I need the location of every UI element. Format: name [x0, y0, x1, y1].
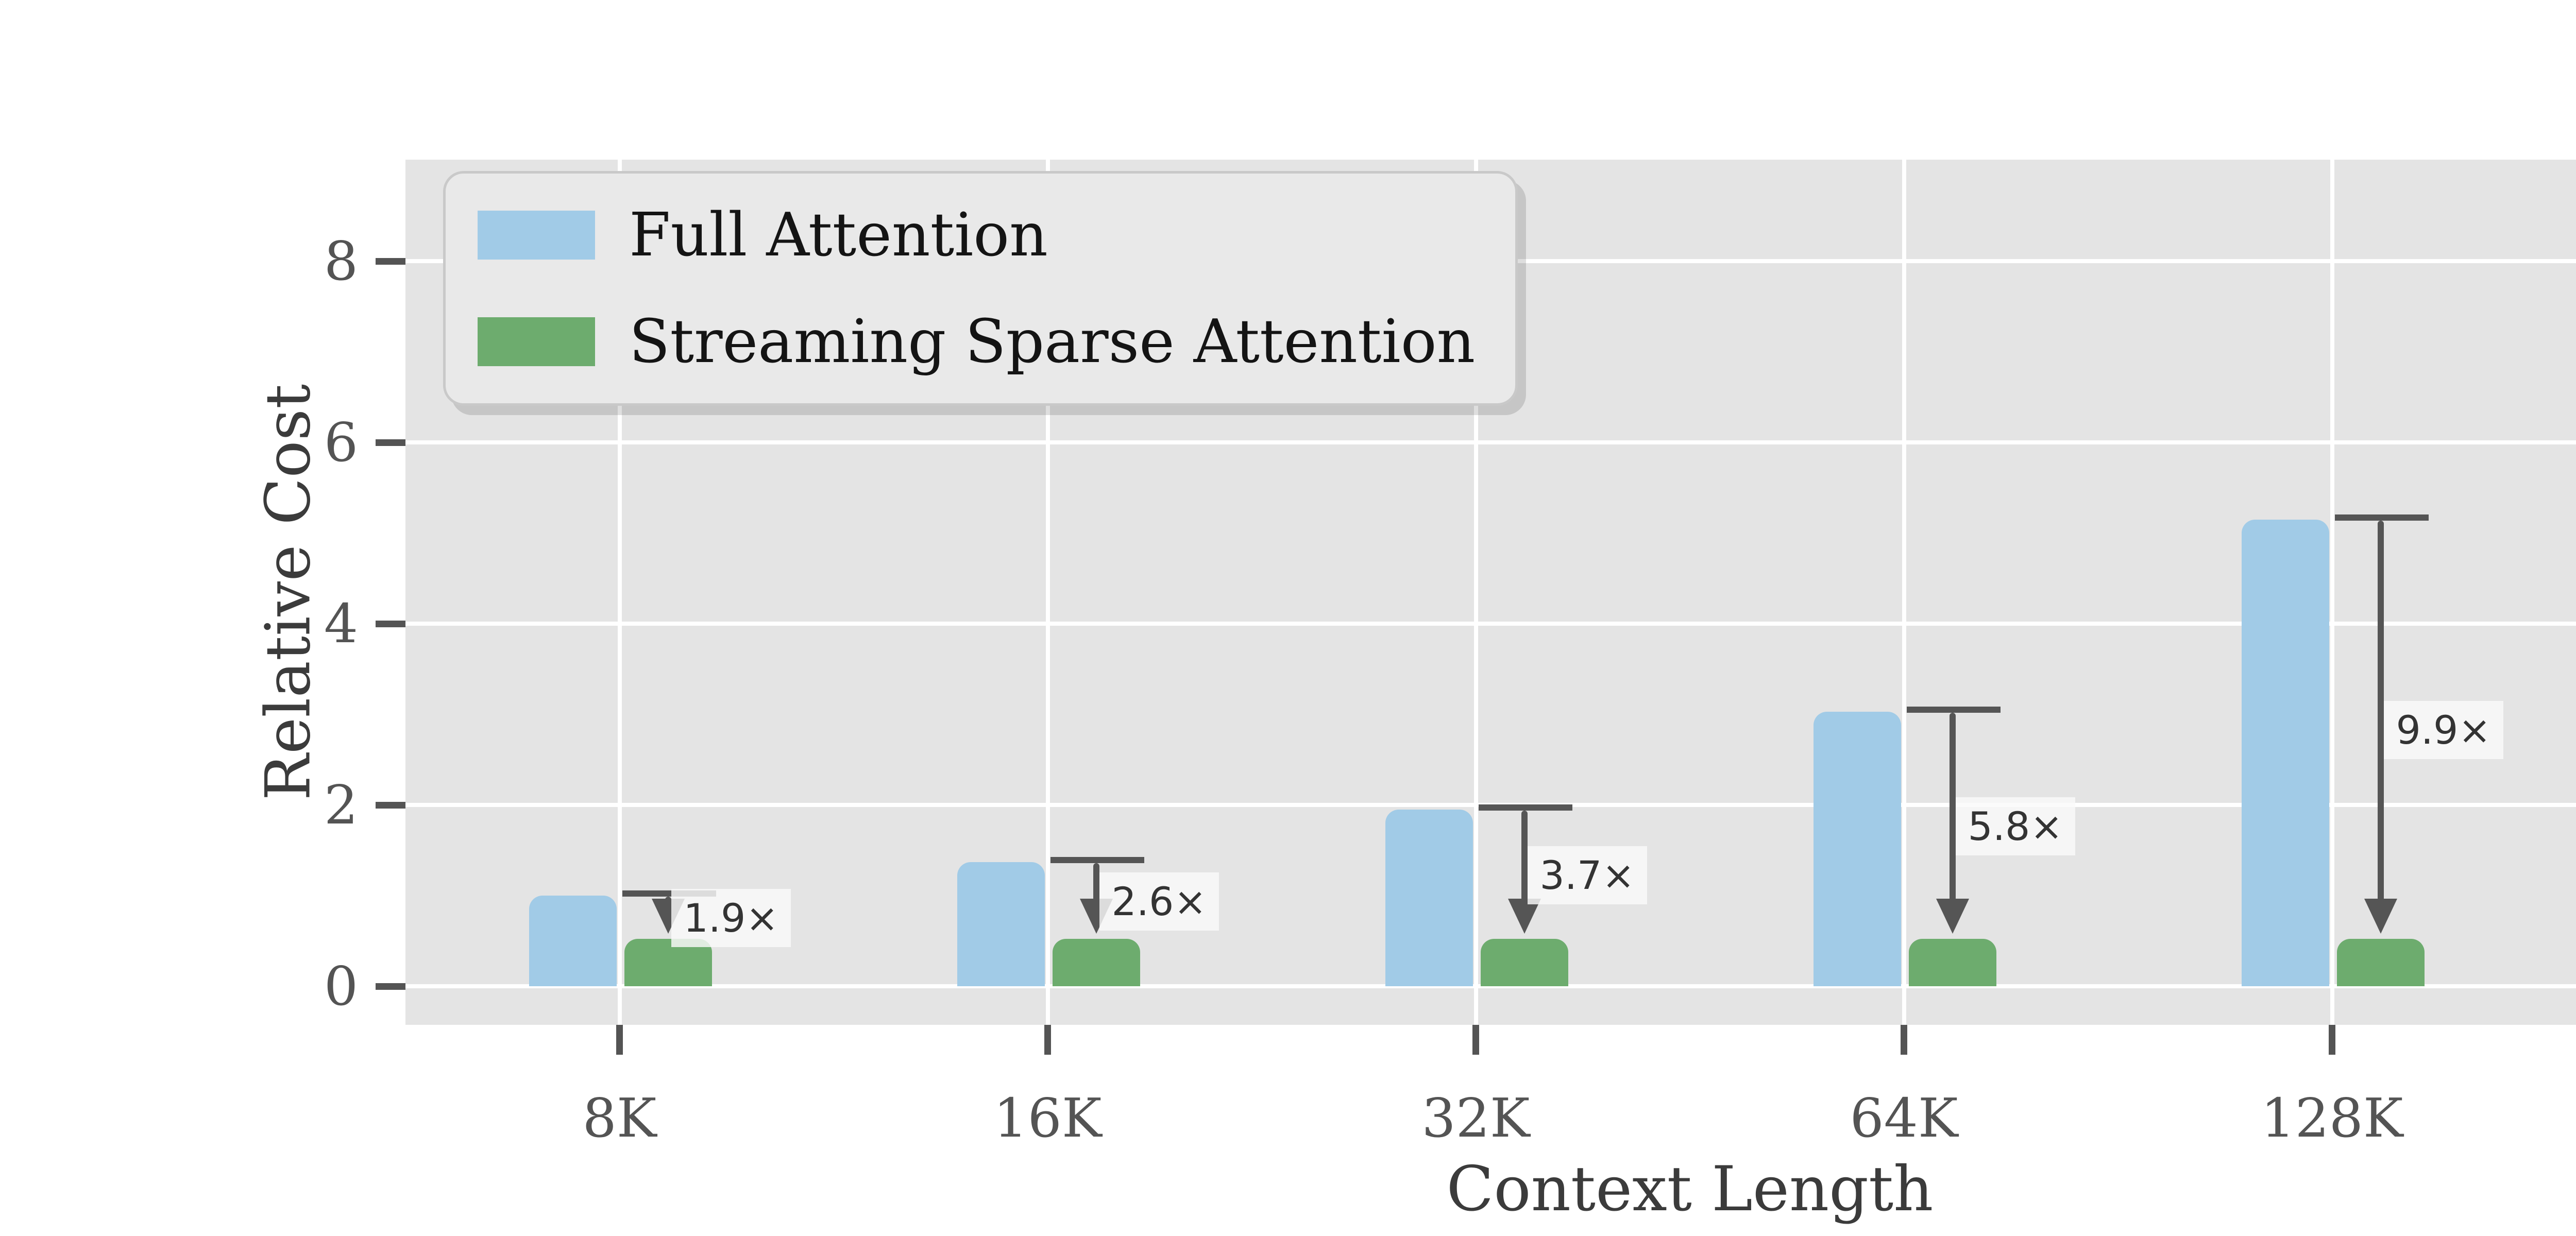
x-tick-label: 64K [1850, 1087, 1958, 1149]
speedup-arrow-line [1521, 810, 1528, 907]
speedup-arrow-line [1093, 863, 1099, 907]
streaming-sparse-attention-bar [1908, 939, 1996, 986]
speedup-arrow-head [1936, 899, 1969, 934]
streaming-sparse-attention-bar [2336, 939, 2425, 986]
y-tick-label: 6 [324, 411, 358, 474]
y-tick-label: 0 [324, 955, 358, 1018]
speedup-label: 9.9× [2383, 701, 2504, 760]
x-tick-mark [1044, 1025, 1051, 1055]
full-attention-bar [2241, 519, 2329, 986]
speedup-label: 2.6× [1099, 872, 1219, 931]
speedup-cap-line [1906, 706, 2001, 713]
legend-item-full-attention: Full Attention [478, 200, 1475, 270]
y-tick-label: 8 [324, 230, 358, 293]
streaming-sparse-attention-bar [1480, 939, 1568, 986]
full-attention-swatch [478, 211, 595, 260]
x-tick-mark [2329, 1025, 2335, 1055]
y-gridline [405, 984, 2576, 988]
x-tick-mark [1472, 1025, 1479, 1055]
x-tick-mark [616, 1025, 623, 1055]
speedup-arrow-head [2364, 899, 2397, 934]
y-tick-label: 4 [324, 592, 358, 655]
speedup-arrow-line [1949, 712, 1956, 907]
x-axis-label: Context Length [1446, 1154, 1934, 1225]
y-tick-mark [376, 983, 405, 990]
x-tick-label: 128K [2261, 1087, 2403, 1149]
x-tick-label: 16K [993, 1087, 1102, 1149]
speedup-arrow-line [2377, 520, 2384, 907]
x-gridline [1473, 160, 1478, 1025]
legend: Full Attention Streaming Sparse Attentio… [443, 171, 1518, 406]
streaming-sparse-attention-swatch [478, 317, 595, 366]
legend-label: Streaming Sparse Attention [629, 307, 1476, 376]
speedup-label: 3.7× [1527, 846, 1648, 904]
full-attention-bar [957, 862, 1045, 986]
y-axis-label: Relative Cost [252, 384, 325, 801]
legend-item-streaming-sparse-attention: Streaming Sparse Attention [478, 307, 1475, 376]
y-tick-mark [376, 620, 405, 627]
y-tick-mark [376, 801, 405, 809]
x-tick-label: 32K [1421, 1087, 1530, 1149]
speedup-arrow-head [1507, 899, 1541, 934]
full-attention-bar [1385, 809, 1473, 986]
y-tick-mark [376, 439, 405, 446]
streaming-sparse-attention-bar [1052, 939, 1140, 986]
y-tick-mark [376, 258, 405, 265]
y-gridline [405, 440, 2576, 444]
full-attention-bar [529, 896, 617, 986]
x-gridline [1045, 160, 1050, 1025]
speedup-cap-line [1478, 804, 1572, 811]
speedup-label: 5.8× [1955, 797, 2076, 855]
x-gridline [2330, 160, 2334, 1025]
speedup-cap-line [2334, 514, 2429, 521]
x-gridline [617, 160, 622, 1025]
x-tick-mark [1901, 1025, 1907, 1055]
x-tick-label: 8K [582, 1087, 657, 1149]
speedup-cap-line [1050, 856, 1144, 863]
y-gridline [405, 622, 2576, 626]
x-gridline [1902, 160, 1906, 1025]
full-attention-bar [1813, 711, 1901, 986]
y-tick-label: 2 [324, 774, 358, 836]
legend-label: Full Attention [629, 200, 1048, 270]
speedup-label: 1.9× [671, 889, 791, 948]
